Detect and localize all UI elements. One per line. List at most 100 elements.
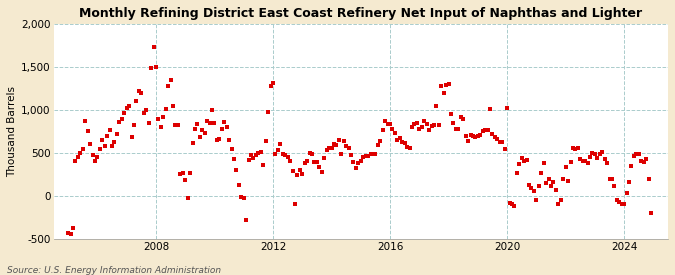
Point [182, 195, 193, 200]
Point [507, 202, 518, 207]
Point [302, 158, 313, 163]
Point [614, 200, 624, 204]
Point [241, 218, 252, 222]
Point [229, 157, 240, 161]
Point [280, 152, 291, 157]
Point [255, 150, 266, 154]
Point [631, 152, 642, 156]
Point [575, 157, 586, 161]
Point [529, 188, 539, 193]
Point [180, 178, 190, 183]
Point [448, 120, 459, 125]
Point [304, 151, 315, 155]
Point [217, 126, 227, 131]
Point [287, 169, 298, 173]
Point [556, 198, 566, 202]
Point [621, 191, 632, 196]
Point [458, 117, 468, 122]
Point [331, 143, 342, 147]
Point [75, 151, 86, 155]
Point [424, 128, 435, 133]
Point [273, 148, 284, 152]
Point [95, 146, 105, 151]
Point [612, 198, 622, 202]
Point [624, 180, 634, 184]
Point [72, 155, 83, 159]
Point [368, 152, 379, 156]
Point [548, 180, 559, 184]
Point [190, 126, 200, 131]
Point [380, 119, 391, 123]
Point [68, 226, 78, 231]
Point [223, 138, 234, 142]
Point [480, 128, 491, 133]
Point [185, 170, 196, 175]
Point [114, 120, 125, 124]
Point [78, 146, 88, 151]
Point [406, 125, 417, 129]
Point [400, 141, 410, 145]
Point [482, 128, 493, 133]
Point [431, 103, 441, 108]
Point [248, 156, 259, 160]
Point [580, 159, 591, 164]
Point [636, 159, 647, 164]
Point [167, 103, 178, 108]
Point [97, 138, 108, 142]
Point [360, 154, 371, 158]
Point [543, 176, 554, 181]
Point [433, 123, 444, 128]
Point [204, 120, 215, 125]
Point [487, 132, 498, 136]
Point [375, 139, 385, 143]
Point [219, 120, 230, 124]
Point [609, 184, 620, 189]
Point [341, 144, 352, 148]
Point [429, 123, 439, 128]
Point [134, 89, 144, 93]
Point [99, 144, 110, 148]
Point [70, 159, 81, 164]
Point [541, 181, 551, 185]
Point [365, 152, 376, 156]
Point [192, 122, 202, 127]
Point [599, 157, 610, 161]
Point [453, 126, 464, 131]
Point [616, 202, 627, 207]
Point [338, 139, 349, 143]
Point [129, 123, 140, 128]
Point [175, 172, 186, 177]
Point [516, 156, 527, 160]
Point [412, 120, 423, 125]
Point [531, 198, 542, 202]
Point [436, 84, 447, 88]
Point [173, 123, 184, 128]
Point [306, 152, 317, 156]
Point [533, 184, 544, 189]
Point [209, 120, 220, 125]
Point [504, 200, 515, 205]
Point [589, 152, 600, 156]
Point [597, 150, 608, 154]
Point [194, 135, 205, 139]
Point [153, 117, 164, 122]
Point [202, 119, 213, 123]
Point [119, 111, 130, 116]
Point [465, 133, 476, 137]
Title: Monthly Refining District East Coast Refinery Net Input of Naphthas and Lighter: Monthly Refining District East Coast Ref… [79, 7, 643, 20]
Point [492, 137, 503, 141]
Y-axis label: Thousand Barrels: Thousand Barrels [7, 86, 17, 177]
Point [639, 160, 649, 164]
Point [382, 122, 393, 127]
Point [426, 124, 437, 128]
Point [355, 159, 366, 164]
Point [63, 230, 74, 235]
Point [450, 126, 461, 131]
Point [348, 160, 359, 164]
Point [521, 158, 532, 162]
Point [109, 139, 120, 144]
Point [336, 152, 347, 156]
Point [565, 160, 576, 164]
Point [329, 142, 340, 146]
Point [297, 172, 308, 177]
